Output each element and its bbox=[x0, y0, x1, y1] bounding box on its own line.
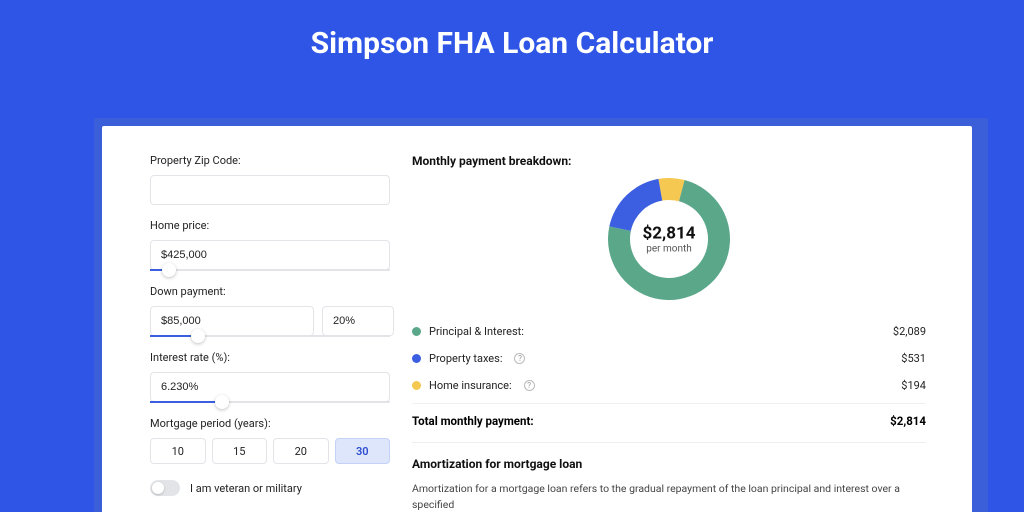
price-input[interactable] bbox=[150, 240, 390, 270]
legend-row: Home insurance:? $194 bbox=[412, 372, 926, 399]
page-title: Simpson FHA Loan Calculator bbox=[0, 0, 1024, 85]
legend-left: Principal & Interest: bbox=[412, 325, 524, 338]
amortization-heading: Amortization for mortgage loan bbox=[412, 457, 926, 471]
period-option-20[interactable]: 20 bbox=[273, 438, 329, 464]
zip-group: Property Zip Code: bbox=[150, 154, 394, 205]
price-label: Home price: bbox=[150, 219, 394, 232]
down-amount-input[interactable] bbox=[150, 306, 314, 336]
amortization-text: Amortization for a mortgage loan refers … bbox=[412, 481, 926, 512]
legend-label: Property taxes: bbox=[429, 352, 502, 365]
inputs-column: Property Zip Code: Home price: Down paym… bbox=[102, 126, 394, 512]
period-option-30[interactable]: 30 bbox=[335, 438, 391, 464]
breakdown-column: Monthly payment breakdown: $2,814 per mo… bbox=[394, 126, 972, 512]
donut-chart: $2,814 per month bbox=[412, 178, 926, 300]
legend-list: Principal & Interest: $2,089 Property taxe… bbox=[412, 318, 926, 399]
total-row: Total monthly payment: $2,814 bbox=[412, 403, 926, 442]
rate-input[interactable] bbox=[150, 372, 390, 402]
veteran-label: I am veteran or military bbox=[190, 482, 302, 495]
legend-value: $531 bbox=[901, 352, 926, 365]
donut-center: $2,814 per month bbox=[643, 224, 696, 255]
period-group: Mortgage period (years): 10152030 bbox=[150, 417, 394, 464]
rate-group: Interest rate (%): bbox=[150, 351, 394, 403]
period-option-15[interactable]: 15 bbox=[212, 438, 268, 464]
price-group: Home price: bbox=[150, 219, 394, 271]
veteran-toggle-knob bbox=[152, 482, 164, 494]
zip-input[interactable] bbox=[150, 175, 390, 205]
breakdown-heading: Monthly payment breakdown: bbox=[412, 154, 926, 168]
down-percent-input[interactable] bbox=[322, 306, 394, 336]
zip-label: Property Zip Code: bbox=[150, 154, 394, 167]
down-group: Down payment: bbox=[150, 285, 394, 337]
period-options: 10152030 bbox=[150, 438, 390, 464]
legend-value: $2,089 bbox=[893, 325, 926, 338]
total-label: Total monthly payment: bbox=[412, 414, 534, 428]
legend-label: Principal & Interest: bbox=[429, 325, 524, 338]
price-slider-knob[interactable] bbox=[162, 263, 176, 277]
page-root: Simpson FHA Loan Calculator Property Zip… bbox=[0, 0, 1024, 512]
legend-swatch bbox=[412, 327, 421, 336]
rate-slider[interactable] bbox=[150, 401, 390, 403]
down-label: Down payment: bbox=[150, 285, 394, 298]
legend-swatch bbox=[412, 354, 421, 363]
info-icon[interactable]: ? bbox=[524, 380, 535, 391]
period-label: Mortgage period (years): bbox=[150, 417, 394, 430]
legend-value: $194 bbox=[901, 379, 926, 392]
donut-sub: per month bbox=[643, 244, 696, 255]
veteran-row: I am veteran or military bbox=[150, 480, 394, 496]
calculator-card: Property Zip Code: Home price: Down paym… bbox=[102, 126, 972, 512]
total-value: $2,814 bbox=[890, 414, 926, 428]
legend-label: Home insurance: bbox=[429, 379, 512, 392]
rate-slider-knob[interactable] bbox=[215, 395, 229, 409]
amortization-section: Amortization for mortgage loan Amortizat… bbox=[412, 442, 926, 512]
donut-amount: $2,814 bbox=[643, 224, 696, 244]
down-slider-knob[interactable] bbox=[191, 329, 205, 343]
legend-swatch bbox=[412, 381, 421, 390]
veteran-toggle[interactable] bbox=[150, 480, 180, 496]
info-icon[interactable]: ? bbox=[514, 353, 525, 364]
legend-row: Property taxes:? $531 bbox=[412, 345, 926, 372]
rate-slider-fill bbox=[150, 401, 222, 403]
legend-left: Property taxes:? bbox=[412, 352, 525, 365]
legend-left: Home insurance:? bbox=[412, 379, 535, 392]
down-slider[interactable] bbox=[150, 335, 390, 337]
price-slider[interactable] bbox=[150, 269, 390, 271]
legend-row: Principal & Interest: $2,089 bbox=[412, 318, 926, 345]
period-option-10[interactable]: 10 bbox=[150, 438, 206, 464]
rate-label: Interest rate (%): bbox=[150, 351, 394, 364]
